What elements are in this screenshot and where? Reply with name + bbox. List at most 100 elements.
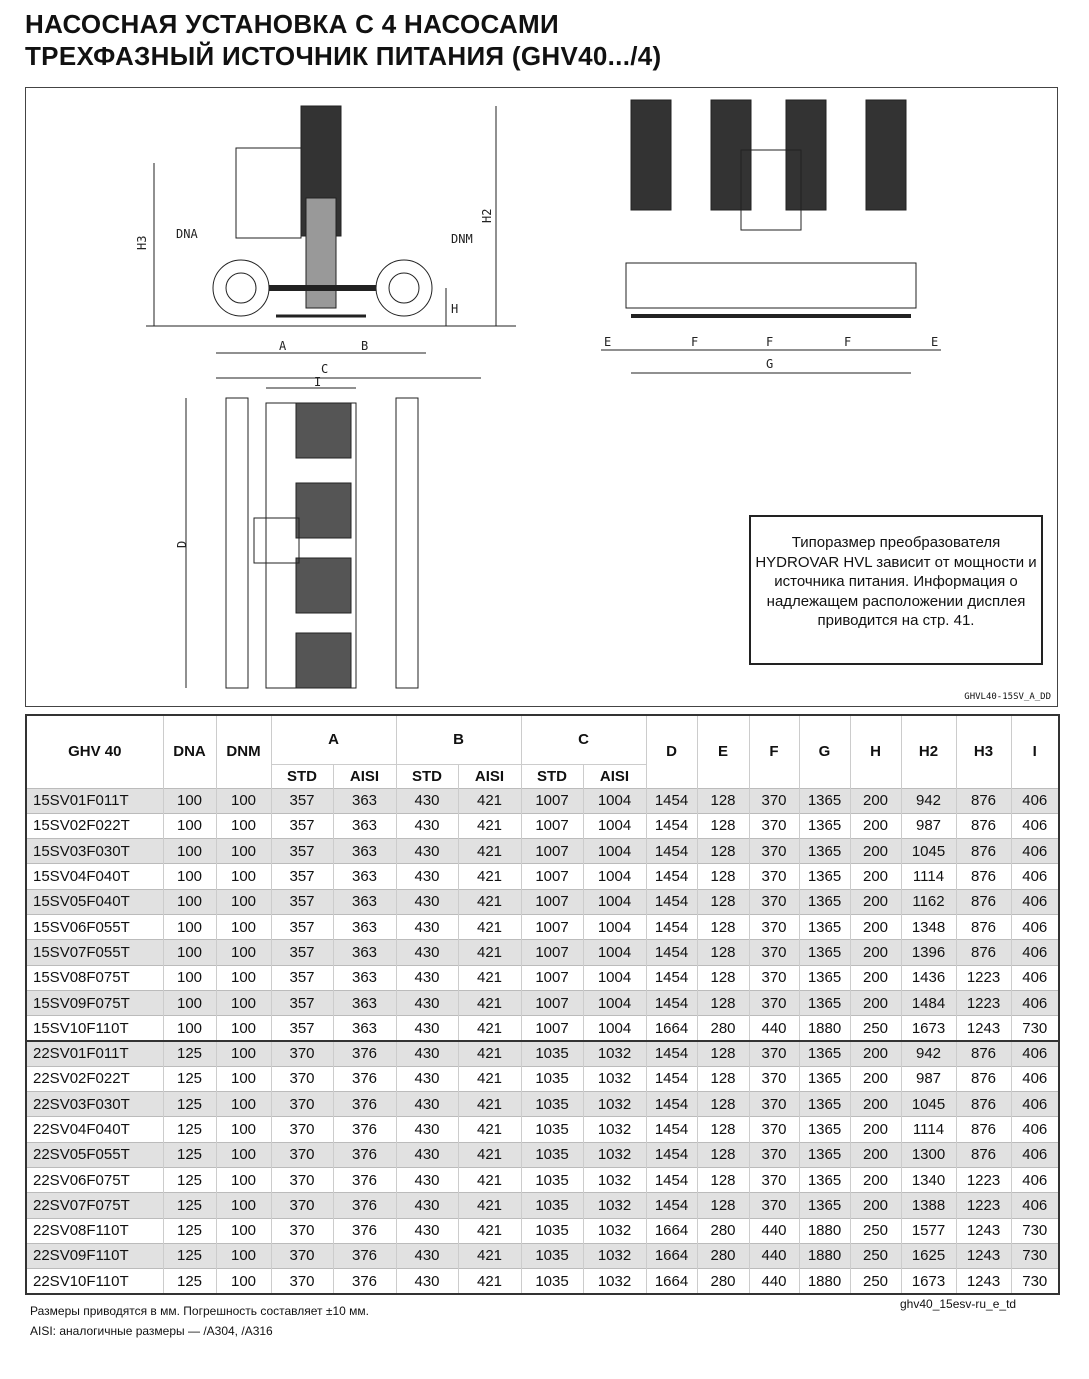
value-cell: 370 <box>270 1116 333 1143</box>
value-cell: 200 <box>849 1091 901 1117</box>
title-line-1: НАСОСНАЯ УСТАНОВКА С 4 НАСОСАМИ <box>25 9 559 39</box>
value-cell: 128 <box>696 1166 749 1193</box>
value-cell: 100 <box>215 1141 271 1168</box>
value-cell: 100 <box>215 964 271 991</box>
value-cell: 1396 <box>900 939 956 966</box>
value-cell: 100 <box>215 812 271 839</box>
value-cell: 1004 <box>582 787 646 814</box>
label-f-2: F <box>766 335 773 349</box>
value-cell: 440 <box>748 1217 799 1244</box>
value-cell: 100 <box>215 787 271 814</box>
label-b: B <box>361 339 368 353</box>
model-cell: 22SV08F110T <box>25 1217 163 1244</box>
value-cell: 1365 <box>798 1091 850 1117</box>
value-cell: 280 <box>696 1015 749 1041</box>
value-cell: 406 <box>1010 1039 1059 1067</box>
value-cell: 100 <box>215 863 271 890</box>
value-cell: 357 <box>270 888 333 915</box>
value-cell: 1007 <box>520 888 583 915</box>
value-cell: 376 <box>332 1141 396 1168</box>
value-cell: 430 <box>395 1268 458 1294</box>
header-dna: DNA <box>162 715 216 788</box>
value-cell: 128 <box>696 787 749 814</box>
value-cell: 1007 <box>520 939 583 966</box>
value-cell: 406 <box>1010 787 1059 814</box>
value-cell: 1007 <box>520 812 583 839</box>
value-cell: 125 <box>162 1166 216 1193</box>
header-a: A <box>270 715 396 764</box>
footnote-tolerance: Размеры приводятся в мм. Погрешность сос… <box>30 1304 369 1318</box>
value-cell: 406 <box>1010 964 1059 991</box>
value-cell: 370 <box>748 812 799 839</box>
table-body: 15SV01F011T 100 100 357 363 430 421 1007 1004 145… <box>25 787 1059 1294</box>
label-h2: H2 <box>480 209 494 223</box>
model-cell: 22SV04F040T <box>25 1116 163 1143</box>
label-a: A <box>279 339 287 353</box>
table-row: 22SV03F030T 125 100 370 376 430 421 1035 1032 145… <box>25 1091 1059 1117</box>
table-row: 15SV06F055T 100 100 357 363 430 421 1007 1004 145… <box>25 913 1059 940</box>
value-cell: 406 <box>1010 1192 1059 1219</box>
value-cell: 1577 <box>900 1217 956 1244</box>
front-view: E F F F E G <box>601 99 941 374</box>
value-cell: 100 <box>215 989 271 1016</box>
label-e-left: E <box>604 335 611 349</box>
table-row: 22SV07F075T 125 100 370 376 430 421 1035 1032 145… <box>25 1192 1059 1219</box>
value-cell: 430 <box>395 1091 458 1117</box>
value-cell: 1032 <box>582 1242 646 1269</box>
value-cell: 370 <box>748 939 799 966</box>
value-cell: 363 <box>332 939 396 966</box>
value-cell: 1454 <box>645 989 697 1016</box>
value-cell: 1004 <box>582 838 646 864</box>
value-cell: 406 <box>1010 1091 1059 1117</box>
value-cell: 1484 <box>900 989 956 1016</box>
value-cell: 128 <box>696 1192 749 1219</box>
value-cell: 125 <box>162 1065 216 1092</box>
header-d: D <box>645 715 697 788</box>
value-cell: 1223 <box>955 964 1011 991</box>
value-cell: 1365 <box>798 939 850 966</box>
header-c-aisi: AISI <box>582 763 646 788</box>
value-cell: 421 <box>457 939 521 966</box>
value-cell: 370 <box>270 1166 333 1193</box>
value-cell: 1114 <box>900 863 956 890</box>
value-cell: 376 <box>332 1039 396 1067</box>
value-cell: 128 <box>696 812 749 839</box>
value-cell: 100 <box>215 939 271 966</box>
title-line-2: ТРЕХФАЗНЫЙ ИСТОЧНИК ПИТАНИЯ (GHV40.../4) <box>25 41 662 71</box>
value-cell: 370 <box>748 1039 799 1067</box>
value-cell: 370 <box>748 838 799 864</box>
value-cell: 1365 <box>798 1192 850 1219</box>
table-row: 15SV02F022T 100 100 357 363 430 421 1007 1004 145… <box>25 812 1059 839</box>
value-cell: 1625 <box>900 1242 956 1269</box>
table-row: 15SV05F040T 100 100 357 363 430 421 1007 1004 145… <box>25 888 1059 915</box>
header-i: I <box>1010 715 1059 788</box>
header-b-std: STD <box>395 763 458 788</box>
value-cell: 430 <box>395 812 458 839</box>
table-row: 15SV01F011T 100 100 357 363 430 421 1007 1004 145… <box>25 787 1059 814</box>
model-cell: 15SV03F030T <box>25 838 163 864</box>
value-cell: 1032 <box>582 1065 646 1092</box>
value-cell: 370 <box>270 1141 333 1168</box>
value-cell: 100 <box>162 787 216 814</box>
value-cell: 1365 <box>798 838 850 864</box>
value-cell: 125 <box>162 1116 216 1143</box>
value-cell: 125 <box>162 1192 216 1219</box>
value-cell: 370 <box>270 1192 333 1219</box>
value-cell: 876 <box>955 939 1011 966</box>
header-a-std: STD <box>270 763 333 788</box>
value-cell: 1223 <box>955 1166 1011 1193</box>
value-cell: 363 <box>332 812 396 839</box>
model-cell: 22SV07F075T <box>25 1192 163 1219</box>
value-cell: 1673 <box>900 1015 956 1041</box>
value-cell: 876 <box>955 1141 1011 1168</box>
value-cell: 1454 <box>645 1192 697 1219</box>
header-h2: H2 <box>900 715 956 788</box>
label-h3: H3 <box>135 236 149 250</box>
value-cell: 1007 <box>520 913 583 940</box>
converter-note: Типоразмер преобразователя HYDROVAR HVL … <box>749 515 1043 665</box>
value-cell: 1454 <box>645 1141 697 1168</box>
value-cell: 128 <box>696 1039 749 1067</box>
value-cell: 1032 <box>582 1217 646 1244</box>
value-cell: 430 <box>395 1242 458 1269</box>
value-cell: 1035 <box>520 1039 583 1067</box>
